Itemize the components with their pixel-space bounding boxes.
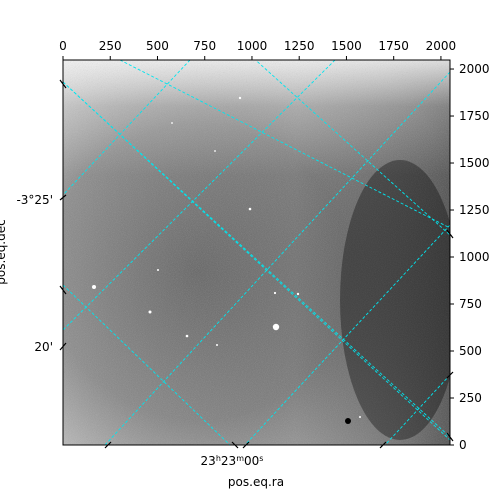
grid-line-dec (63, 81, 450, 441)
y-axis-label: pos.eq.dec (0, 219, 8, 284)
dark-region (340, 160, 450, 440)
right-pixel-axis: 0 250 500 750 1000 1250 1500 1750 2000 (450, 62, 490, 452)
star (216, 344, 218, 346)
star (273, 291, 277, 295)
top-tick-label: 1250 (284, 39, 315, 53)
world-tick (446, 371, 454, 379)
right-tick-label: 750 (459, 297, 482, 311)
top-tick-label: 2000 (426, 39, 457, 53)
world-tick (242, 441, 250, 449)
ra-tick-label: 23h23m00s (201, 454, 264, 469)
coordinate-grid (63, 60, 450, 445)
right-tick-label: 1500 (459, 156, 490, 170)
star (272, 323, 280, 331)
top-tick-label: 1000 (237, 39, 268, 53)
star (92, 285, 96, 289)
world-tick (59, 285, 67, 295)
right-tick-label: 500 (459, 344, 482, 358)
star (296, 292, 300, 296)
sky-image (63, 60, 450, 445)
dec-tick-label: 20' (34, 340, 53, 354)
star (214, 150, 216, 152)
star (359, 416, 361, 418)
image-noise (63, 60, 450, 445)
right-tick-label: 250 (459, 391, 482, 405)
top-tick-label: 1750 (378, 39, 409, 53)
right-tick-label: 0 (459, 438, 467, 452)
grid-line-ra (63, 60, 336, 331)
star (148, 310, 152, 314)
star (157, 269, 159, 271)
grid-line-dec (119, 60, 450, 229)
top-tick-label: 0 (59, 39, 67, 53)
world-tick (446, 229, 454, 239)
grid-line-ra (244, 224, 450, 445)
right-tick-label: 1250 (459, 203, 490, 217)
world-tick (104, 441, 112, 449)
grid-line-ra (63, 60, 191, 196)
world-tick (379, 441, 387, 449)
world-tick (446, 432, 454, 442)
grid-line-dec (63, 284, 231, 445)
star (185, 334, 189, 338)
right-tick-label: 1750 (459, 109, 490, 123)
star (248, 207, 252, 211)
axes-frame (62, 59, 451, 446)
world-tick (59, 342, 67, 351)
top-tick-label: 250 (99, 39, 122, 53)
dark-spot (345, 418, 351, 424)
top-tick-label: 500 (146, 39, 169, 53)
grid-line-ra (384, 374, 450, 445)
world-tick (59, 79, 67, 89)
top-pixel-axis: 0 250 500 750 1000 1250 1500 1750 2000 (59, 39, 456, 60)
world-ticks (59, 79, 454, 449)
top-tick-label: 1500 (331, 39, 362, 53)
right-tick-label: 2000 (459, 62, 490, 76)
dec-tick-label: -3°25' (16, 193, 53, 207)
top-tick-label: 750 (193, 39, 216, 53)
world-tick (59, 194, 67, 201)
star (171, 122, 173, 124)
star (238, 96, 242, 100)
right-tick-label: 1000 (459, 250, 490, 264)
x-axis-label: pos.eq.ra (228, 475, 284, 489)
world-tick (231, 441, 239, 449)
